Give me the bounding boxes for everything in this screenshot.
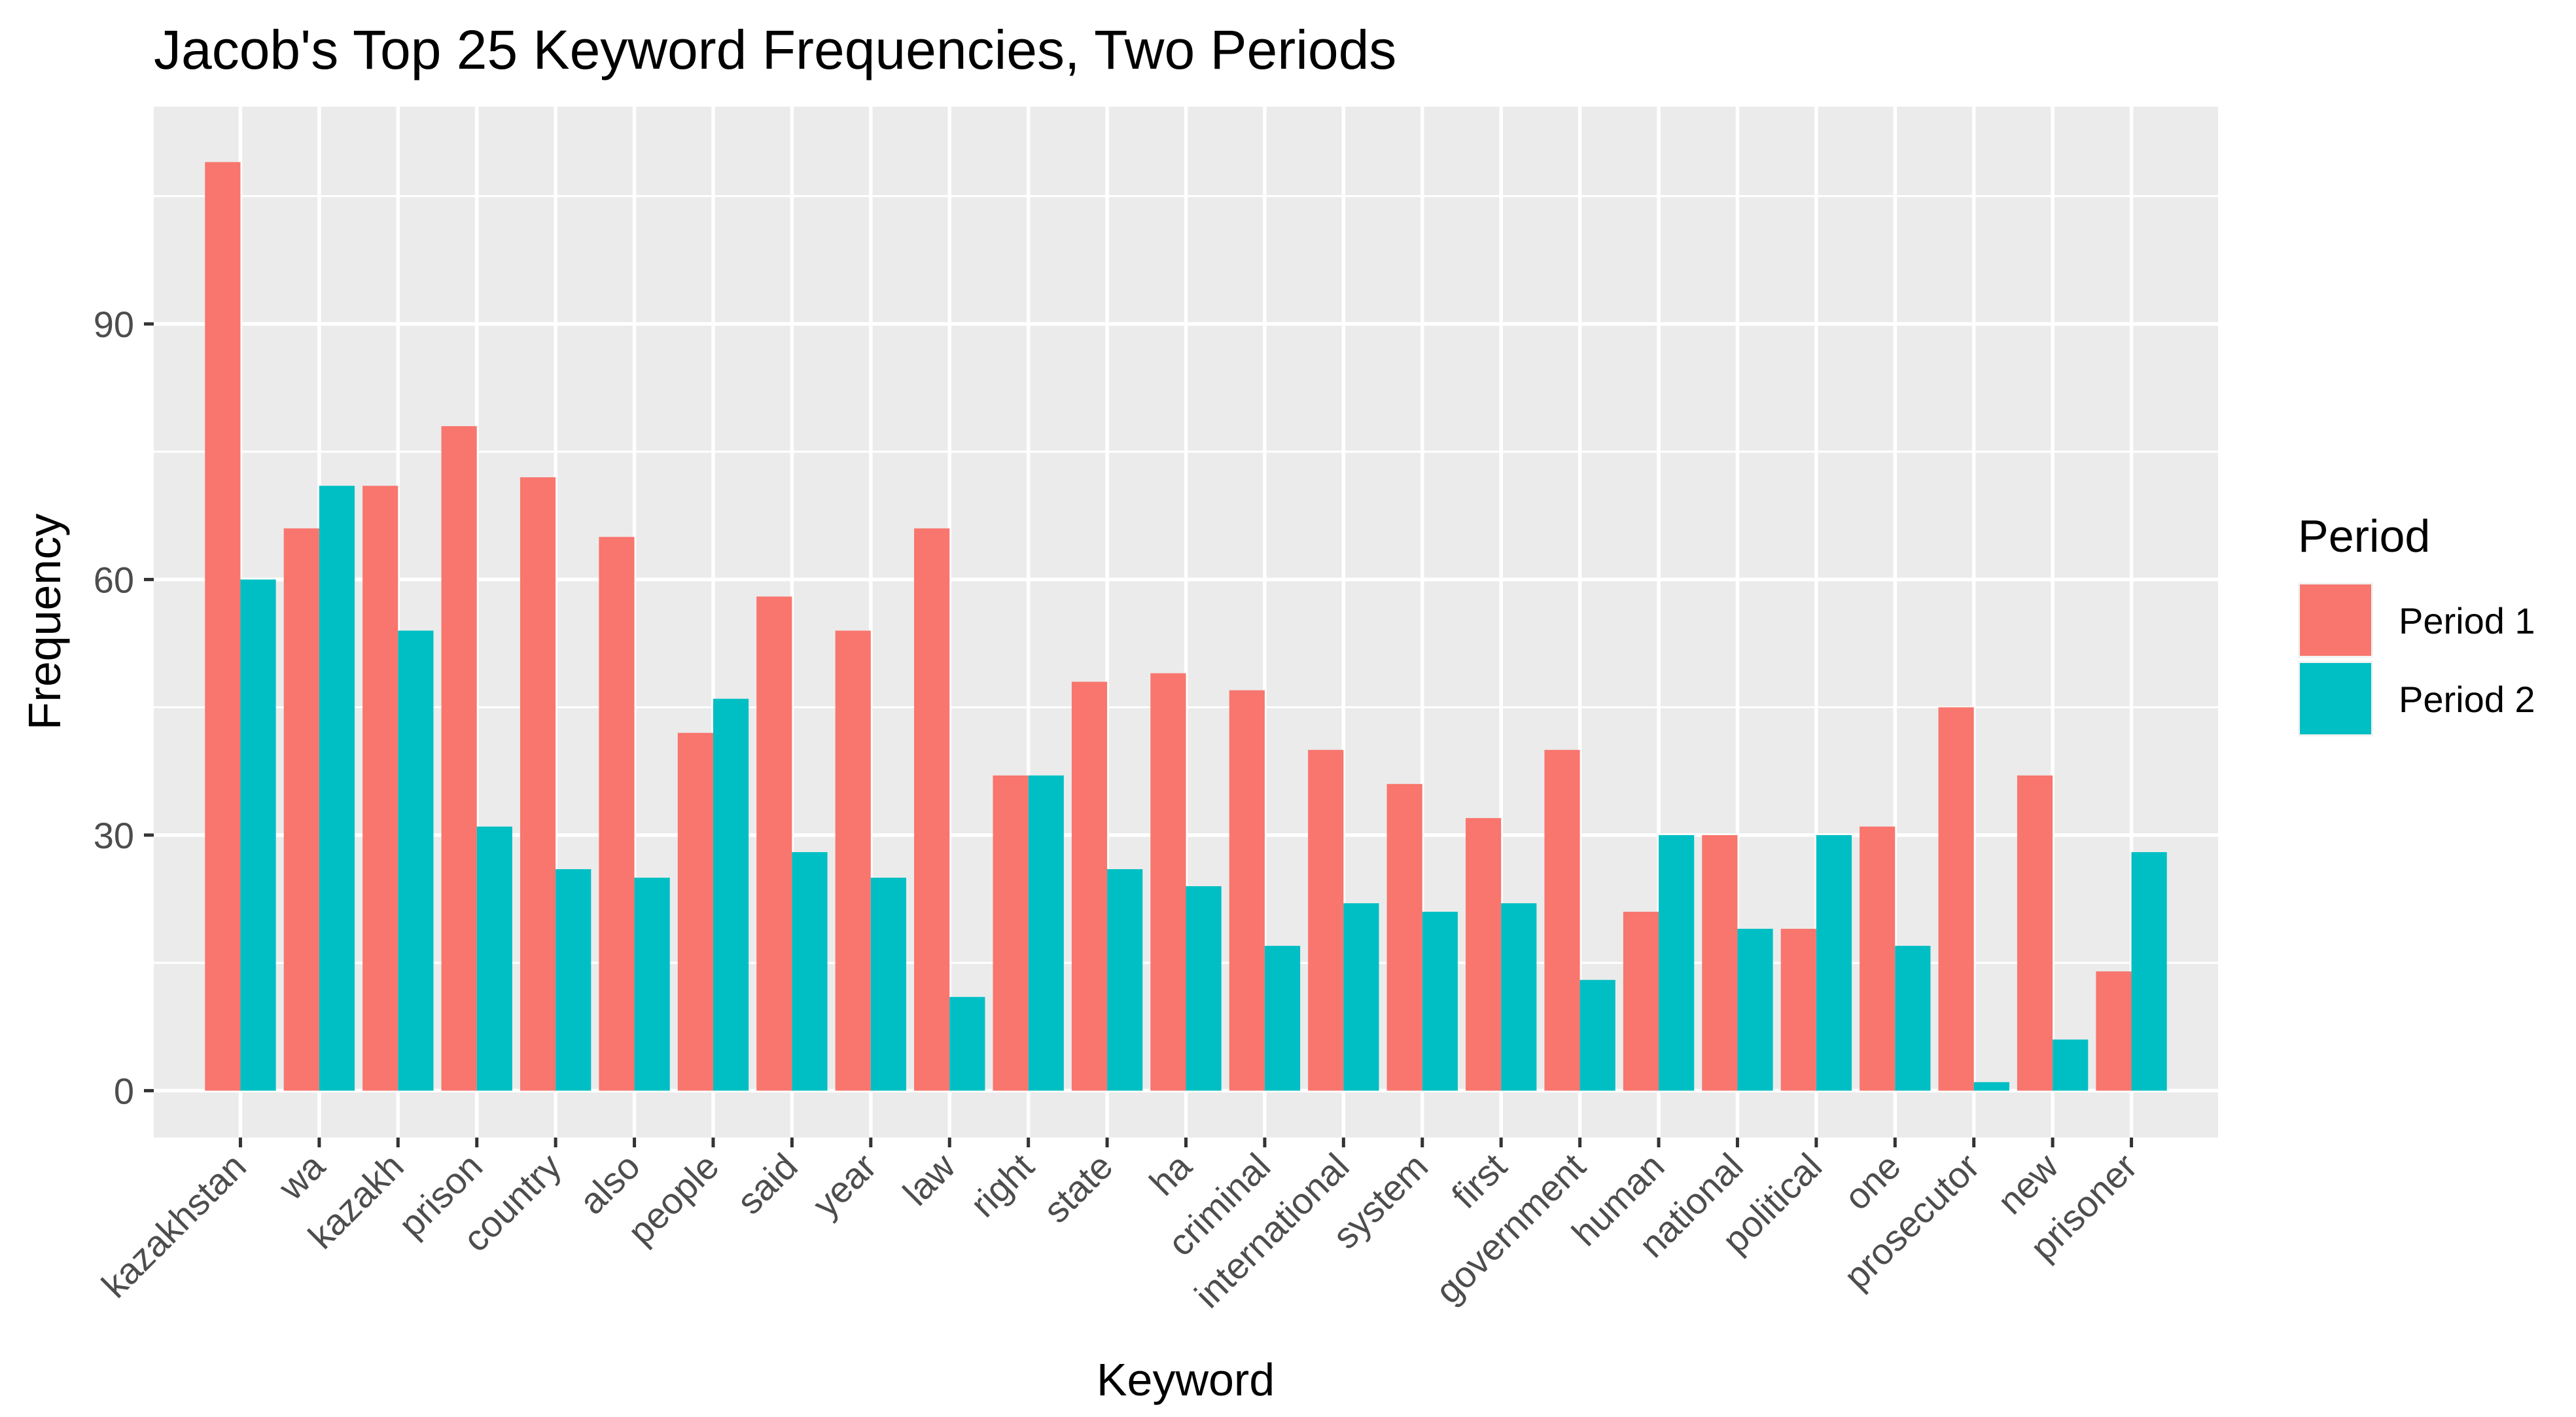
bar-period-2-one — [1895, 946, 1931, 1091]
bar-period-1-criminal — [1229, 690, 1265, 1091]
bar-period-1-said — [756, 596, 792, 1091]
bar-period-2-year — [870, 877, 907, 1091]
bar-period-2-prisoner — [2131, 852, 2167, 1091]
bar-period-1-state — [1071, 681, 1108, 1091]
x-tick-label: people — [620, 1145, 726, 1252]
bar-period-2-also — [634, 877, 670, 1091]
bar-period-2-new — [2053, 1039, 2089, 1091]
bar-period-2-human — [1659, 834, 1695, 1091]
legend-label: Period 1 — [2399, 600, 2535, 641]
bar-period-2-kazakh — [398, 630, 434, 1091]
y-axis: 0 30 60 90 — [94, 304, 154, 1111]
bar-period-2-wa — [319, 486, 355, 1091]
x-tick-label: year — [805, 1145, 885, 1225]
y-tick-label: 30 — [94, 815, 134, 856]
x-tick-label: law — [895, 1145, 963, 1213]
y-axis-title: Frequency — [19, 514, 70, 730]
bar-period-1-system — [1386, 783, 1422, 1091]
bar-period-1-wa — [283, 528, 319, 1091]
legend-label: Period 2 — [2399, 679, 2535, 720]
bar-period-2-right — [1028, 775, 1064, 1091]
bar-period-1-country — [520, 477, 556, 1091]
bar-period-1-year — [835, 630, 871, 1091]
bar-period-1-people — [677, 732, 713, 1091]
x-tick-label: said — [729, 1145, 805, 1222]
bar-period-2-national — [1737, 929, 1773, 1091]
bar-period-2-country — [556, 869, 591, 1091]
bar-period-1-ha — [1150, 673, 1186, 1091]
bar-period-2-criminal — [1264, 946, 1301, 1091]
bar-period-1-law — [914, 528, 950, 1091]
y-tick-label: 90 — [94, 304, 134, 345]
chart-title: Jacob's Top 25 Keyword Frequencies, Two … — [154, 19, 1396, 81]
bar-period-2-kazakhstan — [240, 579, 276, 1091]
y-tick-label: 0 — [114, 1070, 134, 1111]
legend-title: Period — [2298, 511, 2430, 562]
bar-period-1-also — [599, 537, 635, 1091]
y-tick-label: 60 — [94, 559, 134, 600]
x-tick-label: ha — [1141, 1145, 1199, 1203]
bar-period-1-first — [1465, 817, 1502, 1091]
bar-period-2-political — [1816, 834, 1852, 1091]
bar-period-2-system — [1422, 912, 1458, 1091]
bar-period-1-prisoner — [2096, 971, 2132, 1091]
bar-period-2-prison — [476, 826, 512, 1091]
bar-period-1-kazakhstan — [205, 162, 241, 1091]
legend-key — [2300, 584, 2371, 656]
bar-period-1-prison — [441, 426, 477, 1091]
bar-period-1-political — [1780, 929, 1816, 1091]
bar-period-2-law — [949, 997, 985, 1091]
x-tick-label: kazakhstan — [94, 1145, 254, 1306]
bar-period-2-first — [1501, 903, 1537, 1091]
bar-period-1-government — [1544, 749, 1580, 1091]
x-tick-label: state — [1035, 1145, 1120, 1230]
x-axis-title: Keyword — [1097, 1354, 1275, 1405]
bar-period-1-right — [993, 775, 1029, 1091]
bar-series — [205, 162, 2167, 1091]
bar-period-2-ha — [1186, 886, 1222, 1091]
x-tick-label: right — [962, 1145, 1042, 1225]
bar-period-2-government — [1579, 980, 1615, 1091]
x-tick-label: wa — [270, 1145, 332, 1208]
bar-period-1-one — [1860, 826, 1896, 1091]
bar-period-2-state — [1107, 869, 1143, 1091]
bar-period-1-international — [1308, 749, 1344, 1091]
bar-period-2-people — [713, 698, 749, 1091]
legend: Period Period 1 Period 2 — [2298, 511, 2535, 736]
bar-period-2-prosecutor — [1973, 1082, 2009, 1091]
bar-period-2-said — [792, 852, 828, 1091]
bar-period-1-kazakh — [362, 486, 398, 1091]
legend-key — [2300, 663, 2371, 734]
bar-period-1-human — [1623, 912, 1659, 1091]
bar-period-2-international — [1343, 903, 1379, 1091]
bar-period-1-new — [2017, 775, 2053, 1091]
bar-period-1-prosecutor — [1938, 707, 1974, 1091]
bar-period-1-national — [1702, 834, 1738, 1091]
